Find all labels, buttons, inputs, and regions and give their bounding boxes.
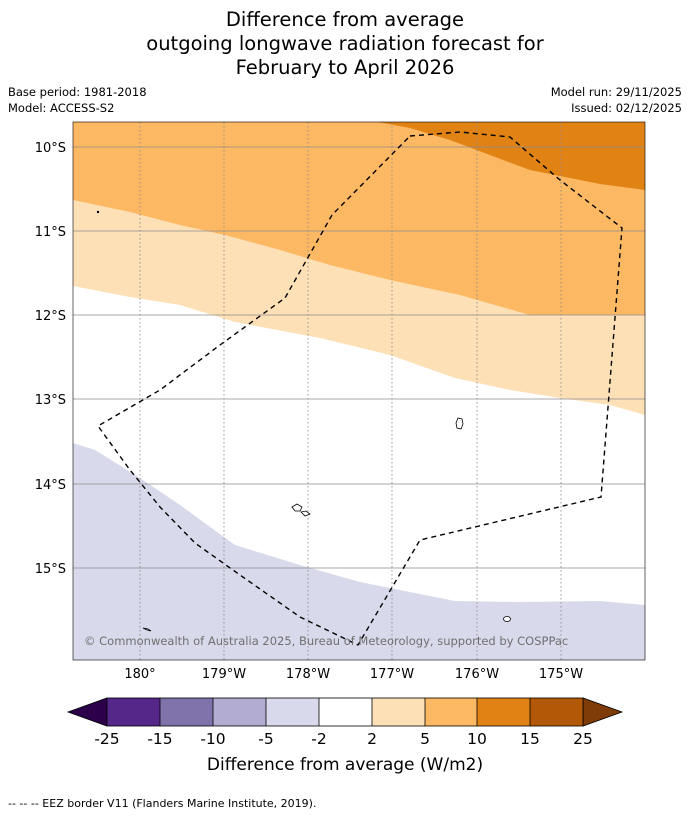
meta-right: Model run: 29/11/2025 Issued: 02/12/2025 xyxy=(551,84,682,116)
colorbar-tick: -25 xyxy=(94,730,119,748)
issued-date: Issued: 02/12/2025 xyxy=(571,101,682,115)
colorbar-frame xyxy=(106,697,584,727)
island-futuna xyxy=(300,510,311,517)
colorbar-segment xyxy=(477,698,530,726)
colorbar-tick: -10 xyxy=(200,730,225,748)
strong-positive-zone xyxy=(378,122,645,190)
model-name: Model: ACCESS-S2 xyxy=(8,101,115,115)
colorbar-tick: 15 xyxy=(520,730,540,748)
colorbar-segment xyxy=(213,698,266,726)
island-west xyxy=(142,627,152,632)
colorbar-segment xyxy=(425,698,477,726)
island-north-west xyxy=(96,210,100,214)
colorbar: -25 -15 -10 -5 -2 2 5 10 15 25 xyxy=(66,697,624,748)
title-line-2: outgoing longwave radiation forecast for xyxy=(146,32,544,55)
positive-zone xyxy=(73,122,645,315)
colorbar-segment xyxy=(266,698,319,726)
gridlines xyxy=(73,122,645,660)
title-line-1: Difference from average xyxy=(225,8,465,31)
colorbar-label: Difference from average (W/m2) xyxy=(206,755,484,775)
island-south-east xyxy=(503,616,511,622)
lat-label: 12°S xyxy=(35,309,66,324)
lat-label: 14°S xyxy=(35,478,66,493)
colorbar-extend-high xyxy=(582,697,624,727)
meta-left: Base period: 1981-2018 Model: ACCESS-S2 xyxy=(8,84,147,116)
colorbar-tick: 10 xyxy=(467,730,487,748)
lat-label: 15°S xyxy=(35,562,66,577)
chart-title: Difference from average outgoing longwav… xyxy=(0,8,690,80)
map-frame xyxy=(72,121,646,661)
lon-label: 176°W xyxy=(455,667,499,682)
lat-label: 13°S xyxy=(35,393,66,408)
colorbar-tick: 25 xyxy=(573,730,593,748)
lat-label: 10°S xyxy=(35,141,66,156)
weak-negative-zone xyxy=(73,443,645,660)
colorbar-tick: -15 xyxy=(147,730,172,748)
lon-label: 177°W xyxy=(370,667,414,682)
latitude-labels: 10°S 11°S 12°S 13°S 14°S 15°S xyxy=(35,141,66,577)
colorbar-tick: -2 xyxy=(311,730,326,748)
base-period: Base period: 1981-2018 xyxy=(8,85,147,99)
island-wallis xyxy=(291,503,303,512)
map-credit: © Commonwealth of Australia 2025, Bureau… xyxy=(84,634,568,648)
lon-label: 179°W xyxy=(202,667,246,682)
lon-label: 180° xyxy=(124,667,155,682)
colorbar-segment xyxy=(319,698,372,726)
eez-footnote: -- -- -- EEZ border V11 (Flanders Marine… xyxy=(8,797,317,810)
colorbar-segment xyxy=(530,698,583,726)
colorbar-segment xyxy=(372,698,425,726)
map-area: © Commonwealth of Australia 2025, Bureau… xyxy=(73,122,645,660)
lon-label: 178°W xyxy=(286,667,330,682)
colorbar-tick: 2 xyxy=(367,730,377,748)
title-line-3: February to April 2026 xyxy=(235,56,455,79)
longitude-labels: 180° 179°W 178°W 177°W 176°W 175°W xyxy=(124,667,583,682)
colorbar-segment xyxy=(107,698,160,726)
island-niuafoou xyxy=(455,417,464,430)
model-run: Model run: 29/11/2025 xyxy=(550,85,682,99)
islands xyxy=(96,210,511,632)
colorbar-segment xyxy=(160,698,213,726)
eez-border xyxy=(96,131,623,646)
colorbar-tick: -5 xyxy=(258,730,273,748)
lat-label: 11°S xyxy=(35,225,66,240)
colorbar-extend-low xyxy=(66,697,108,727)
lon-label: 175°W xyxy=(539,667,583,682)
colorbar-ticks: -25 -15 -10 -5 -2 2 5 10 15 25 xyxy=(94,730,593,748)
colorbar-dividers xyxy=(159,698,531,726)
colorbar-tick: 5 xyxy=(420,730,430,748)
